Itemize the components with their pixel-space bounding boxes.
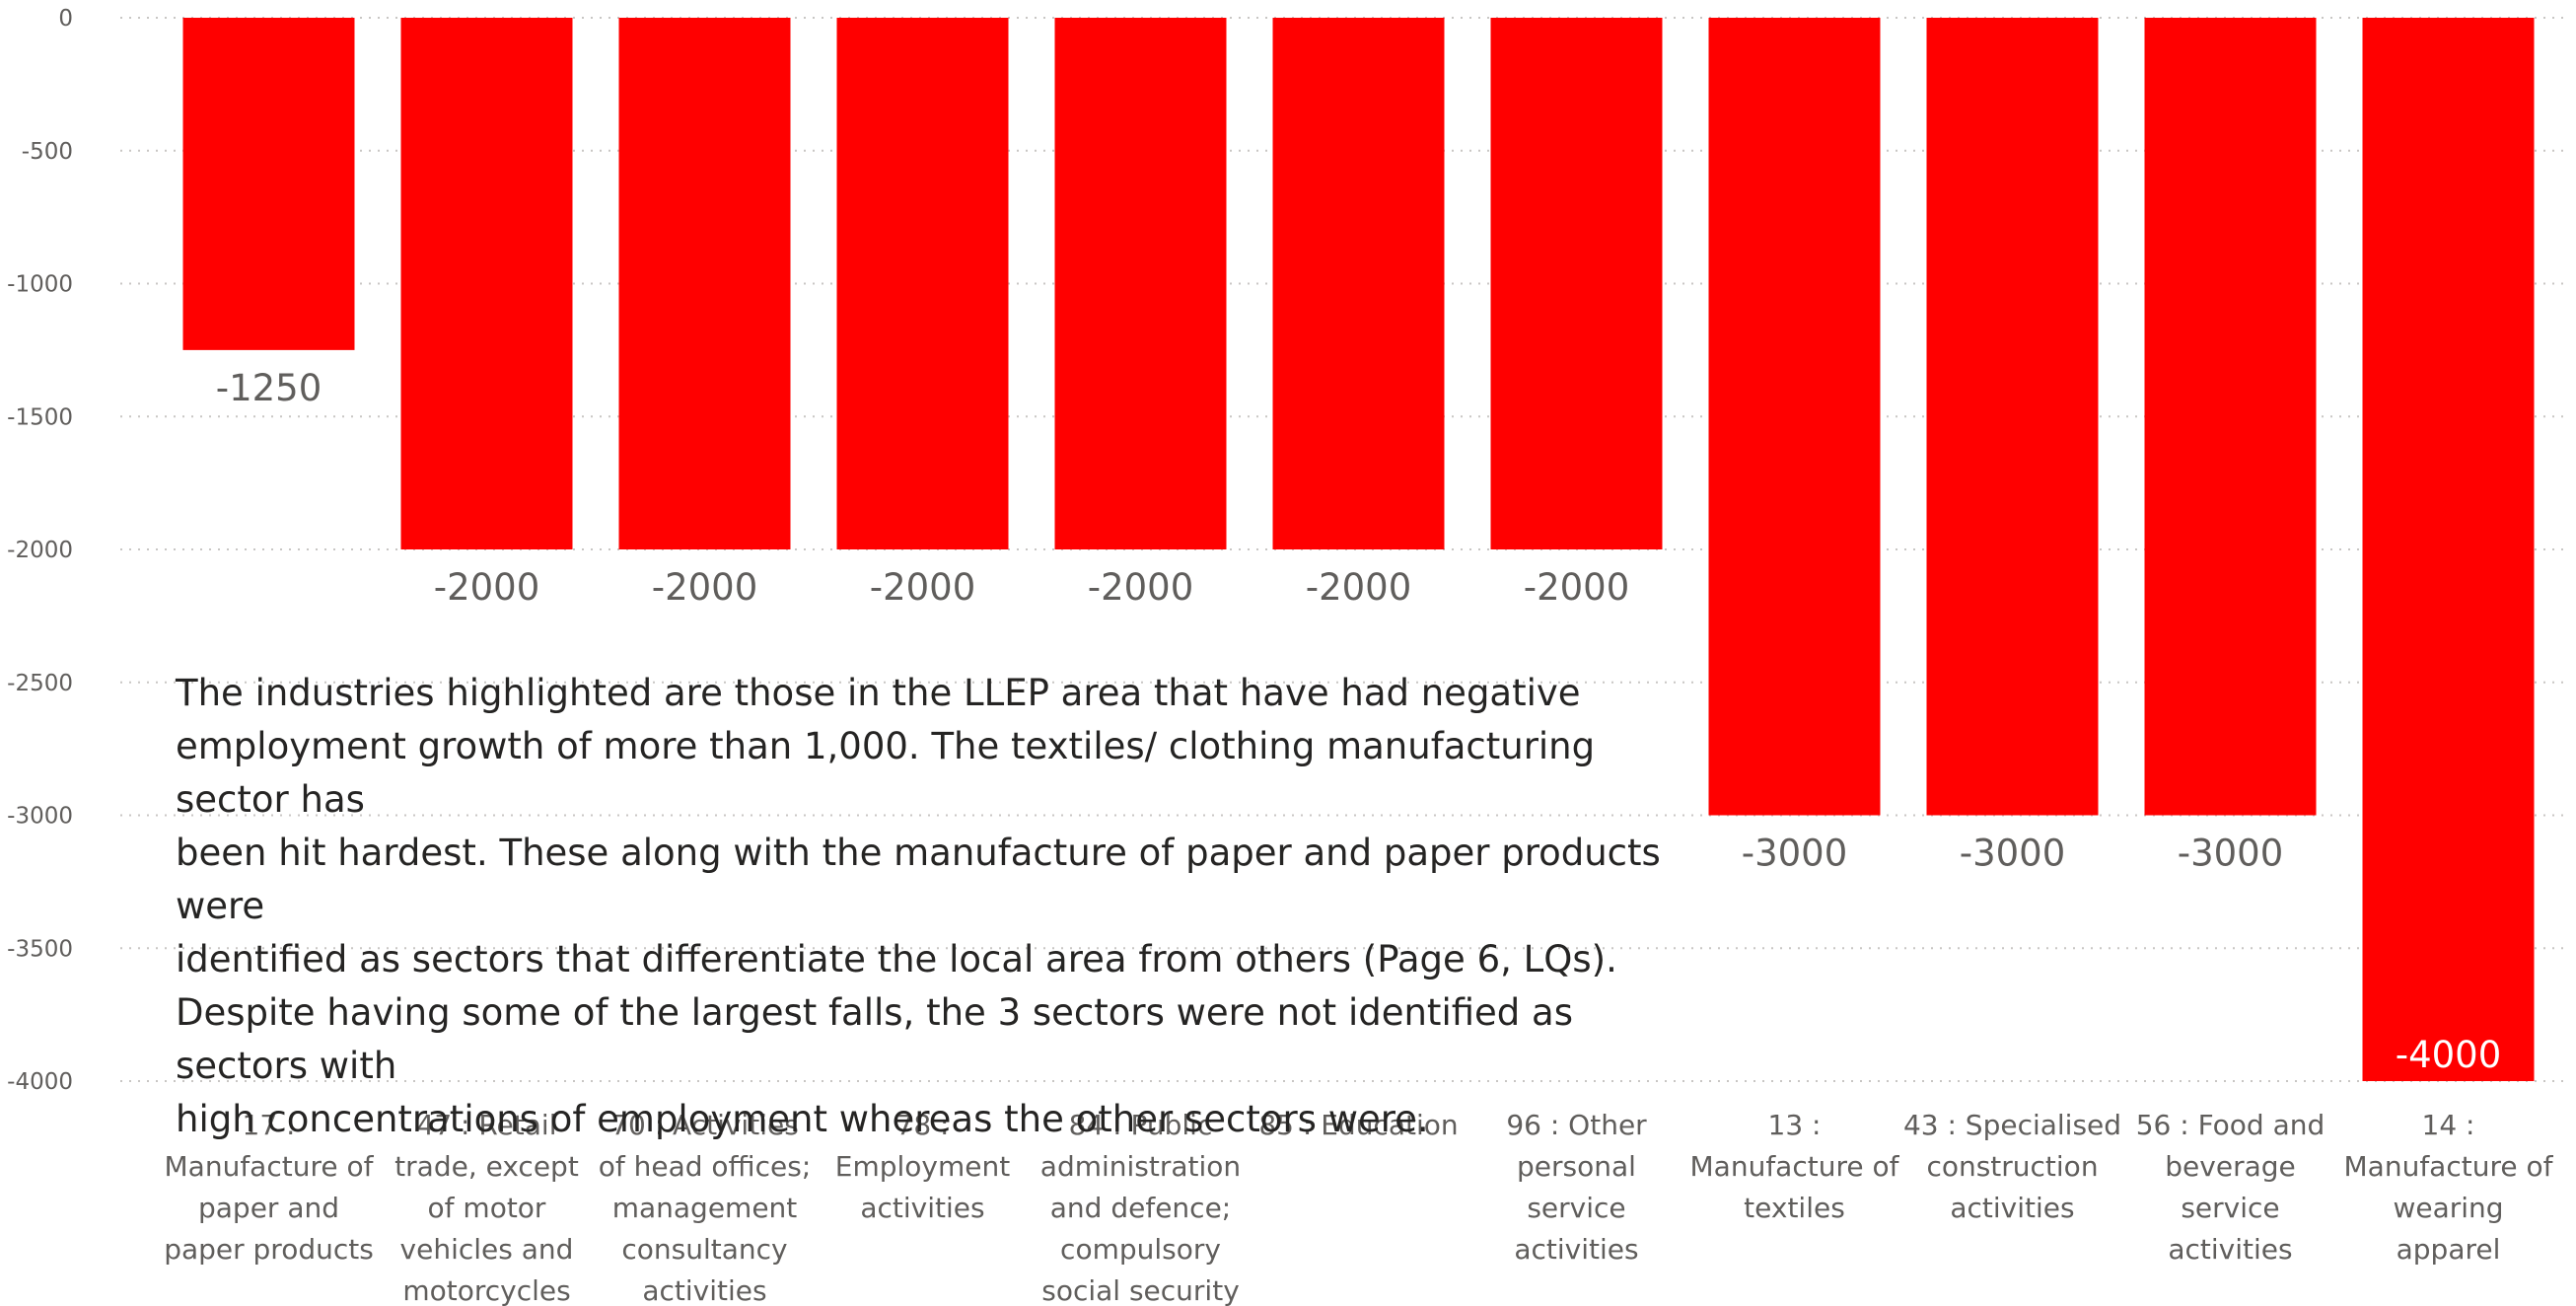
x-tick-label-line: 13 : (1768, 1109, 1822, 1141)
x-tick-label-line: activities (1514, 1233, 1638, 1266)
x-tick-label-line: activities (860, 1192, 984, 1224)
x-tick-label-line: 17 : (243, 1109, 296, 1141)
x-tick-label-line: 85 : Education (1258, 1109, 1458, 1141)
x-tick-label-line: Employment (835, 1150, 1010, 1183)
bar (400, 18, 573, 549)
bar (1272, 18, 1445, 549)
data-label: -3000 (1960, 833, 2066, 875)
x-tick-label-line: social security (1041, 1274, 1240, 1306)
data-label: -2000 (434, 566, 540, 609)
bar (1490, 18, 1663, 549)
x-tick-label-line: 96 : Other (1506, 1109, 1647, 1141)
x-tick-label-line: construction (1926, 1150, 2098, 1183)
x-tick-label-line: trade, except (394, 1150, 579, 1183)
x-tick-label: 85 : Education (1258, 1109, 1458, 1141)
y-tick-label: -2000 (7, 538, 73, 563)
y-tick-label: -3000 (7, 804, 73, 830)
x-tick-label-line: consultancy (621, 1233, 787, 1266)
data-labels: -1250 -2000 -2000 -2000 -2000 -2000 -2000 -3000… (216, 367, 2502, 1076)
annotation-line: been hit hardest. These along with the m… (176, 832, 1661, 927)
x-tick-label-line: paper products (164, 1233, 374, 1266)
x-tick-label-line: 78 : (896, 1109, 950, 1141)
x-tick-label-line: activities (1950, 1192, 2074, 1224)
x-tick-label: 84 : Public administration and defence; com… (1040, 1109, 1241, 1306)
bar (2144, 18, 2317, 816)
y-tick-label: 0 (58, 6, 73, 32)
x-axis-category-labels: 17 : Manufacture of paper and paper product… (164, 1109, 2553, 1306)
x-tick-label-line: motorcycles (402, 1274, 570, 1306)
annotation-line: Despite having some of the largest falls… (176, 991, 1573, 1087)
x-tick-label-line: 43 : Specialised (1903, 1109, 2121, 1141)
x-tick-label-line: 14 : (2422, 1109, 2475, 1141)
annotation-line: employment growth of more than 1,000. Th… (176, 725, 1596, 821)
data-label: -3000 (1742, 833, 1848, 875)
y-tick-label: -500 (22, 139, 73, 165)
x-tick-label-line: 56 : Food and (2136, 1109, 2326, 1141)
x-tick-label: 13 : Manufacture of textiles (1690, 1109, 1900, 1224)
bar (2362, 18, 2535, 1081)
annotation-text-box: The industries highlighted are those in … (176, 667, 1714, 1146)
y-tick-label: -3500 (7, 936, 73, 962)
data-label: -3000 (2178, 833, 2284, 875)
x-tick-label-line: compulsory (1060, 1233, 1221, 1266)
data-label: -4000 (2396, 1034, 2502, 1076)
x-tick-label: 78 : Employment activities (835, 1109, 1010, 1224)
x-tick-label-line: service (2181, 1192, 2279, 1224)
x-tick-label-line: 70 : Activities (610, 1109, 799, 1141)
bar (182, 18, 355, 350)
x-tick-label-line: of motor (428, 1192, 546, 1224)
x-tick-label: 56 : Food and beverage service activities (2136, 1109, 2326, 1266)
data-label: -2000 (1524, 566, 1630, 609)
x-tick-label-line: service (1527, 1192, 1625, 1224)
bar (836, 18, 1009, 549)
y-tick-label: -1000 (7, 272, 73, 298)
data-label: -2000 (652, 566, 758, 609)
data-label: -2000 (1306, 566, 1412, 609)
x-tick-label-line: vehicles and (400, 1233, 574, 1266)
x-tick-label-line: paper and (198, 1192, 339, 1224)
x-tick-label-line: personal (1517, 1150, 1636, 1183)
x-tick-label-line: 47 : Retail (417, 1109, 557, 1141)
x-tick-label-line: Manufacture of (1690, 1150, 1900, 1183)
x-tick-label-line: of head offices; (599, 1150, 812, 1183)
data-label: -2000 (870, 566, 976, 609)
x-tick-label-line: activities (2168, 1233, 2292, 1266)
x-tick-label-line: and defence; (1050, 1192, 1231, 1224)
y-axis-tick-labels: 0 -500 -1000 -1500 -2000 -2500 -3000 -3500 -4000 (7, 6, 73, 1095)
x-tick-label: 43 : Specialised construction activities (1903, 1109, 2121, 1224)
data-label: -2000 (1088, 566, 1194, 609)
x-tick-label-line: Manufacture of (2344, 1150, 2554, 1183)
x-tick-label: 14 : Manufacture of wearing apparel (2344, 1109, 2554, 1266)
x-tick-label: 70 : Activities of head offices; managemen… (599, 1109, 812, 1306)
bar (1926, 18, 2099, 816)
x-tick-label-line: textiles (1744, 1192, 1845, 1224)
x-tick-label-line: management (612, 1192, 798, 1224)
bar (1708, 18, 1881, 816)
bars (182, 18, 2535, 1081)
x-tick-label-line: beverage (2165, 1150, 2295, 1183)
y-tick-label: -4000 (7, 1069, 73, 1095)
bar (1054, 18, 1227, 549)
y-tick-label: -1500 (7, 404, 73, 430)
annotation-line: The industries highlighted are those in … (176, 672, 1581, 714)
x-tick-label-line: activities (642, 1274, 766, 1306)
x-tick-label-line: apparel (2397, 1233, 2501, 1266)
data-label: -1250 (216, 367, 322, 409)
x-tick-label: 96 : Other personal service activities (1506, 1109, 1647, 1266)
x-tick-label-line: administration (1040, 1150, 1241, 1183)
x-tick-label: 17 : Manufacture of paper and paper product… (164, 1109, 374, 1266)
x-tick-label-line: 84 : Public (1069, 1109, 1213, 1141)
x-tick-label-line: wearing (2393, 1192, 2503, 1224)
y-tick-label: -2500 (7, 671, 73, 696)
annotation-line: high concentrations of employment wherea… (176, 1098, 1429, 1140)
bar (618, 18, 791, 549)
x-tick-label-line: Manufacture of (165, 1150, 375, 1183)
annotation-line: identified as sectors that differentiate… (176, 938, 1617, 980)
x-tick-label: 47 : Retail trade, except of motor vehicles… (394, 1109, 579, 1306)
